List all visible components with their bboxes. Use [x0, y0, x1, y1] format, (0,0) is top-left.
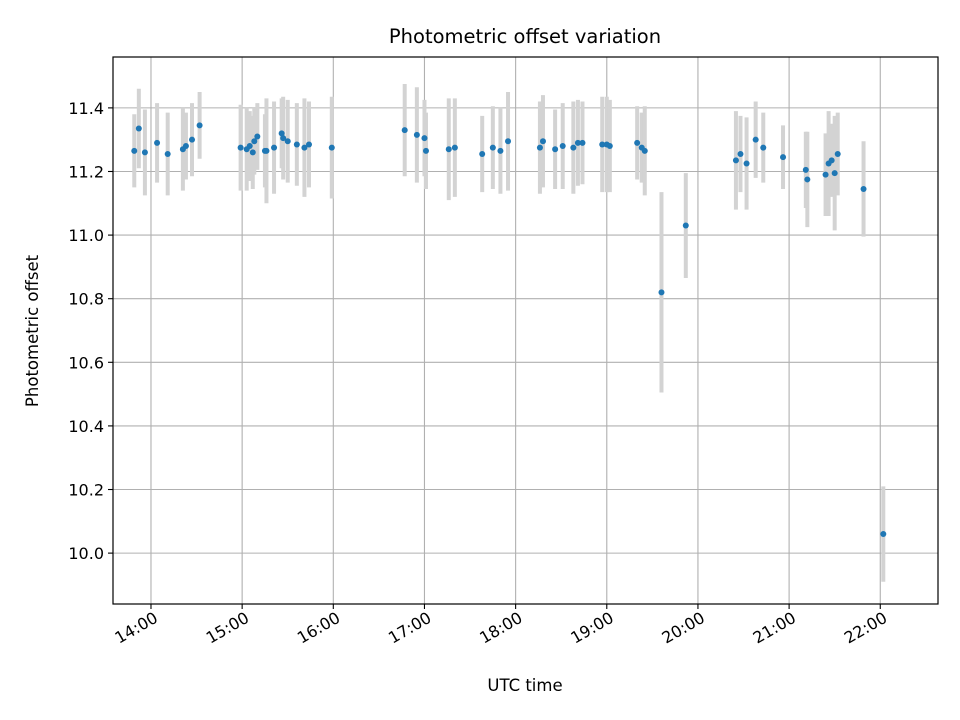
data-point — [804, 176, 811, 183]
data-point — [822, 171, 829, 178]
data-point — [445, 146, 452, 153]
data-point — [271, 144, 278, 151]
y-tick-label: 10.0 — [68, 544, 104, 563]
plot-frame — [112, 56, 939, 605]
data-point — [164, 150, 171, 157]
data-point — [860, 185, 867, 192]
data-point — [880, 531, 887, 538]
data-point — [182, 143, 189, 150]
data-point — [834, 150, 841, 157]
y-tick-label: 11.4 — [68, 99, 104, 118]
data-point — [401, 127, 408, 134]
data-point — [278, 130, 285, 137]
y-tick-label: 10.8 — [68, 290, 104, 309]
data-point — [479, 150, 486, 157]
data-points — [131, 122, 887, 538]
data-point — [421, 135, 428, 142]
data-point — [658, 289, 665, 296]
data-point — [574, 139, 581, 146]
data-point — [489, 144, 496, 151]
data-point — [606, 143, 613, 150]
data-point — [284, 138, 291, 145]
data-point — [254, 133, 261, 140]
x-axis-label: UTC time — [487, 676, 562, 695]
data-point — [552, 146, 559, 153]
data-point — [131, 147, 138, 154]
data-point — [237, 144, 244, 151]
data-point — [682, 222, 689, 229]
data-point — [246, 143, 253, 150]
data-point — [280, 135, 287, 142]
data-point — [828, 157, 835, 164]
data-point — [732, 157, 739, 164]
data-point — [737, 150, 744, 157]
data-point — [559, 143, 566, 150]
y-tick-label: 10.4 — [68, 417, 104, 436]
y-tick-label: 11.2 — [68, 162, 104, 181]
data-point — [752, 136, 759, 143]
data-point — [802, 166, 809, 173]
y-tick-label: 11.0 — [68, 226, 104, 245]
data-point — [451, 144, 458, 151]
data-point — [570, 144, 577, 151]
data-point — [599, 141, 606, 148]
data-point — [301, 144, 308, 151]
data-point — [579, 139, 586, 146]
data-point — [743, 160, 750, 167]
data-point — [263, 147, 270, 154]
data-point — [189, 136, 196, 143]
data-point — [422, 147, 429, 154]
data-point — [505, 138, 512, 145]
data-point — [249, 149, 256, 156]
data-point — [831, 170, 838, 177]
y-tick-label: 10.2 — [68, 481, 104, 500]
y-axis-label: Photometric offset — [23, 254, 42, 407]
y-tick-label: 10.6 — [68, 353, 104, 372]
data-point — [780, 154, 787, 161]
y-axis: 10.0 10.2 10.4 10.6 10.8 11.0 11.2 11.4 — [68, 99, 113, 563]
data-point — [497, 147, 504, 154]
data-point — [196, 122, 203, 129]
data-point — [293, 141, 300, 148]
data-point — [305, 141, 312, 148]
data-point — [328, 144, 335, 151]
data-point — [539, 138, 546, 145]
data-point — [536, 144, 543, 151]
data-point — [634, 139, 641, 146]
chart-title: Photometric offset variation — [389, 25, 661, 48]
data-point — [141, 149, 148, 156]
data-point — [154, 139, 161, 146]
data-point — [251, 138, 258, 145]
data-point — [413, 131, 420, 138]
data-point — [135, 125, 142, 132]
data-point — [760, 144, 767, 151]
data-point — [641, 147, 648, 154]
